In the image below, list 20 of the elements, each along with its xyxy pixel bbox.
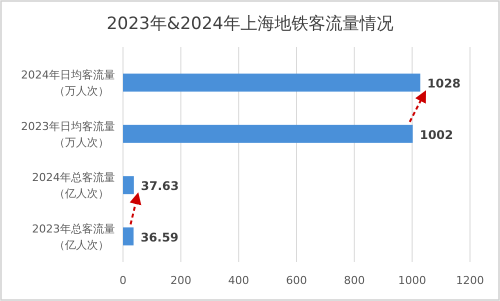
x-tick-label: 800 [344, 274, 365, 287]
y-tick-label: 2023年总客流量（亿人次） [32, 222, 115, 252]
data-label: 1028 [427, 76, 461, 91]
data-label: 36.59 [140, 230, 179, 244]
data-label: 1002 [420, 128, 454, 142]
x-tick-label: 400 [228, 274, 250, 287]
chart-title: 2023年&2024年上海地铁客流量情况 [106, 14, 394, 34]
bar [123, 74, 420, 92]
x-tick-label: 1000 [398, 274, 426, 287]
bar [123, 227, 134, 246]
bar [123, 124, 413, 143]
y-tick-label: 2024年日均客流量（万人次） [21, 68, 115, 98]
bar [123, 176, 134, 194]
x-tick-label: 600 [286, 274, 307, 287]
data-label: 37.63 [140, 179, 179, 194]
x-tick-label: 0 [120, 274, 126, 287]
y-tick-label: 2024年总客流量（亿人次） [32, 171, 115, 200]
x-tick-label: 200 [170, 274, 192, 287]
y-tick-label: 2023年日均客流量（万人次） [21, 120, 115, 149]
x-tick-label: 1200 [456, 274, 484, 287]
